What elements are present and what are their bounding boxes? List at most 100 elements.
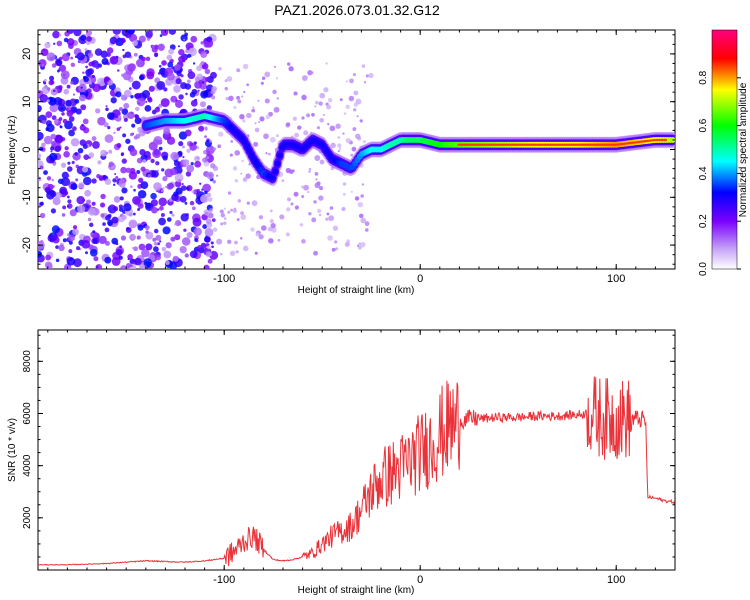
- noise-blob: [138, 119, 142, 123]
- chart-title: PAZ1.2026.073.01.32.G12: [274, 2, 440, 18]
- noise-blob: [158, 146, 163, 151]
- ridge-peak: [513, 143, 518, 146]
- noise-blob: [123, 102, 130, 109]
- noise-blob: [106, 52, 111, 57]
- ridge-peak: [654, 138, 659, 142]
- noise-blob: [204, 190, 208, 195]
- noise-blob: [258, 215, 264, 220]
- noise-blob: [180, 74, 184, 78]
- noise-blob: [82, 144, 88, 149]
- noise-blob: [216, 238, 223, 245]
- colorbar-tick-label: 0.0: [698, 262, 709, 276]
- noise-blob: [224, 79, 228, 83]
- noise-blob: [155, 161, 160, 166]
- noise-blob: [49, 152, 58, 162]
- noise-blob: [157, 72, 161, 75]
- noise-blob: [137, 224, 144, 231]
- noise-blob: [121, 108, 129, 115]
- noise-blob: [178, 55, 185, 63]
- noise-blob: [60, 70, 70, 80]
- noise-blob: [87, 217, 92, 222]
- noise-blob: [106, 112, 115, 120]
- ridge-peak: [583, 143, 588, 146]
- noise-blob: [135, 133, 141, 139]
- noise-blob: [285, 232, 290, 237]
- snr-ticks: -100 0 100 2000 4000 6000 8000: [22, 330, 676, 586]
- noise-blob: [275, 77, 279, 80]
- noise-blob: [111, 257, 121, 266]
- ridge-peak: [489, 143, 494, 146]
- noise-blob: [325, 217, 329, 221]
- noise-blob: [141, 248, 150, 258]
- noise-blob: [107, 126, 111, 130]
- noise-blob: [365, 74, 369, 78]
- noise-blob: [200, 41, 204, 45]
- noise-blob: [360, 217, 367, 224]
- noise-blob: [185, 92, 188, 96]
- noise-blob: [44, 187, 51, 193]
- noise-blob: [97, 77, 106, 87]
- noise-blob: [83, 176, 92, 186]
- ridge-core: [272, 168, 279, 175]
- noise-blob: [330, 142, 336, 149]
- noise-blob: [50, 80, 55, 85]
- noise-blob: [165, 242, 172, 249]
- noise-blob: [132, 246, 135, 250]
- noise-blob: [119, 245, 122, 249]
- noise-blob: [364, 221, 370, 227]
- noise-blob: [355, 98, 362, 105]
- noise-blob: [170, 151, 179, 161]
- noise-blob: [123, 89, 132, 98]
- noise-blob: [61, 213, 66, 217]
- noise-blob: [132, 195, 141, 205]
- noise-blob: [365, 228, 369, 232]
- noise-blob: [286, 197, 291, 202]
- noise-blob: [194, 155, 201, 162]
- noise-blob: [206, 156, 210, 160]
- noise-blob: [190, 99, 198, 107]
- noise-blob: [157, 43, 165, 51]
- noise-blob: [356, 115, 359, 118]
- noise-blob: [338, 147, 342, 150]
- ridge-peak: [477, 143, 482, 146]
- noise-blob: [91, 74, 95, 78]
- noise-blob: [38, 152, 42, 159]
- colorbar: 0.0 0.2 0.4 0.6 0.8 Normalized spectral ampl…: [698, 29, 749, 276]
- noise-blob: [204, 77, 210, 82]
- noise-blob: [66, 257, 76, 266]
- noise-blob: [86, 199, 91, 205]
- noise-blob: [75, 178, 79, 182]
- noise-blob: [70, 62, 76, 68]
- noise-blob: [326, 104, 332, 110]
- noise-blob: [104, 227, 110, 233]
- noise-blob: [328, 215, 335, 222]
- colorbar-ticks: 0.0 0.2 0.4 0.6 0.8: [698, 70, 741, 276]
- noise-blob: [314, 182, 321, 189]
- noise-blob: [119, 126, 122, 129]
- noise-blob: [218, 131, 224, 137]
- noise-blob: [92, 141, 100, 149]
- noise-blob: [254, 122, 257, 125]
- y-tick-label: 0: [21, 146, 33, 152]
- noise-blob: [273, 65, 277, 68]
- colorbar-tick-label: 0.4: [698, 166, 709, 180]
- noise-blob: [160, 98, 170, 108]
- noise-blob: [86, 36, 92, 42]
- noise-blob: [180, 213, 189, 222]
- noise-blob: [252, 106, 255, 109]
- noise-blob: [55, 59, 63, 66]
- noise-blob: [109, 36, 118, 45]
- noise-blob: [76, 195, 85, 205]
- noise-blob: [229, 250, 236, 256]
- spectrogram-ridge: [140, 108, 675, 186]
- noise-blob: [133, 246, 138, 252]
- noise-blob: [43, 135, 53, 145]
- noise-blob: [117, 69, 120, 72]
- noise-blob: [178, 94, 184, 100]
- noise-blob: [297, 125, 302, 130]
- noise-blob: [58, 85, 63, 90]
- noise-blob: [88, 61, 94, 67]
- noise-blob: [177, 45, 181, 48]
- noise-blob: [301, 239, 306, 244]
- noise-blob: [239, 113, 245, 120]
